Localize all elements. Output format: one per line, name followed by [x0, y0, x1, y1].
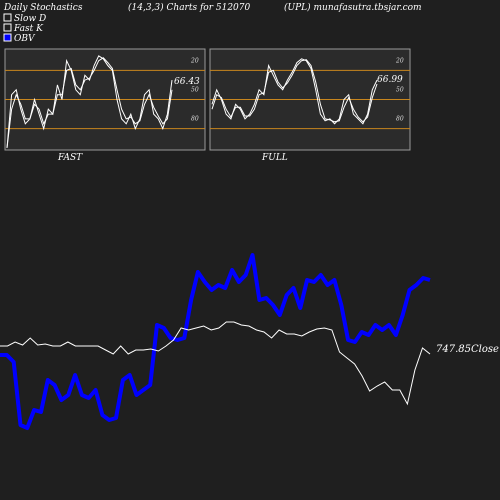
legend-obv: OBV [14, 34, 36, 44]
full-stochastic-panel: 80 50 20 66.99 [209, 48, 411, 151]
slow-d-legend-icon [3, 13, 12, 22]
fast-k-legend-icon [3, 23, 12, 32]
obv-line [0, 253, 431, 430]
fast-panel-label: FAST [57, 153, 83, 163]
fast-stochastic-panel: 80 50 20 66.43 [4, 48, 206, 151]
full-k-line [211, 58, 378, 125]
full-tick-20: 20 [395, 57, 404, 64]
legend-fast-k: Fast K [13, 24, 44, 34]
price-line [0, 321, 431, 406]
fast-d-line [6, 57, 173, 149]
full-last-value: 66.99 [377, 75, 403, 85]
chart-site: (UPL) munafasutra.tbsjar.com [284, 2, 422, 13]
full-tick-50: 50 [396, 87, 404, 94]
fast-k-line [6, 55, 173, 149]
close-price-label: 747.85Close [436, 344, 499, 355]
fast-tick-20: 20 [190, 57, 199, 64]
full-tick-80: 80 [396, 116, 404, 123]
full-d-line [211, 59, 378, 123]
fast-last-value: 66.43 [174, 77, 200, 87]
fast-tick-80: 80 [191, 116, 199, 123]
legend-slow-d: Slow D [14, 14, 46, 24]
obv-legend-icon [3, 33, 12, 42]
full-panel-label: FULL [261, 153, 288, 163]
legend: Slow D Fast K OBV [3, 13, 46, 44]
fast-tick-50: 50 [191, 87, 199, 94]
chart-title: Daily Stochastics [3, 3, 83, 13]
chart-params: (14,3,3) Charts for 512070 [128, 2, 250, 13]
